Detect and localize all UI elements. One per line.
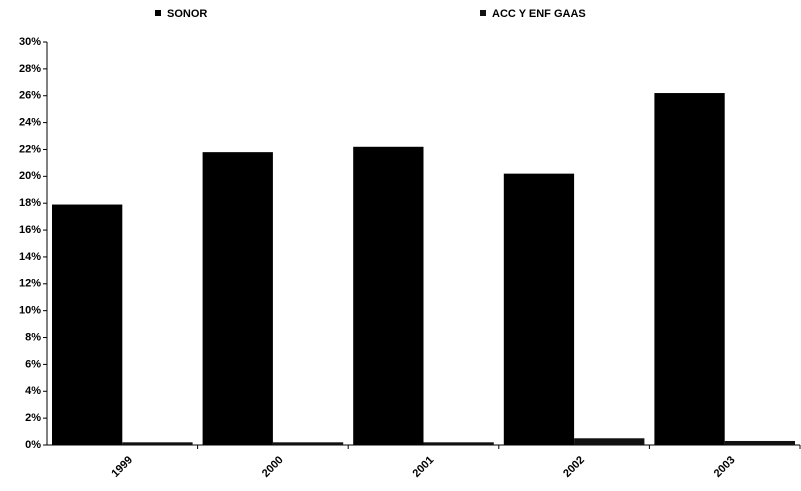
y-tick-label: 26% bbox=[19, 90, 41, 102]
y-tick-label: 20% bbox=[19, 170, 41, 182]
bar bbox=[654, 93, 725, 446]
legend-label: ACC Y ENF GAAS bbox=[492, 8, 586, 20]
y-tick-label: 18% bbox=[19, 197, 41, 209]
x-tick-label: 2003 bbox=[712, 454, 738, 480]
bar bbox=[122, 442, 193, 445]
y-tick-label: 30% bbox=[19, 36, 41, 48]
bar bbox=[353, 146, 424, 445]
y-tick-label: 14% bbox=[19, 251, 41, 263]
bar bbox=[202, 152, 273, 446]
x-tick-label: 2002 bbox=[561, 454, 587, 480]
y-tick-label: 6% bbox=[25, 358, 41, 370]
legend-marker bbox=[480, 10, 486, 16]
bar bbox=[272, 442, 344, 445]
y-tick-label: 10% bbox=[19, 305, 41, 317]
y-tick-label: 12% bbox=[19, 278, 41, 290]
y-tick-label: 28% bbox=[19, 63, 41, 75]
bar bbox=[503, 173, 575, 445]
y-tick-label: 0% bbox=[25, 439, 41, 451]
legend-label: SONOR bbox=[167, 8, 207, 20]
y-tick-label: 8% bbox=[25, 331, 41, 343]
y-tick-label: 22% bbox=[19, 143, 41, 155]
y-tick-label: 4% bbox=[25, 385, 41, 397]
x-tick-label: 1999 bbox=[109, 454, 135, 480]
bar bbox=[423, 442, 494, 445]
y-tick-label: 24% bbox=[19, 117, 41, 129]
bar bbox=[574, 438, 645, 445]
y-tick-label: 16% bbox=[19, 224, 41, 236]
x-tick-label: 2001 bbox=[411, 454, 437, 480]
bar bbox=[52, 204, 123, 445]
x-tick-label: 2000 bbox=[260, 454, 286, 480]
bar bbox=[724, 440, 795, 445]
legend-marker bbox=[155, 10, 161, 16]
y-tick-label: 2% bbox=[25, 412, 41, 424]
